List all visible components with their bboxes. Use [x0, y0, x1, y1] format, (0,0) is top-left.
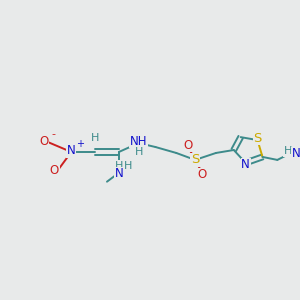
- Text: -: -: [52, 129, 56, 139]
- Text: H: H: [134, 147, 143, 157]
- Text: O: O: [197, 168, 207, 181]
- Text: S: S: [191, 153, 199, 167]
- Text: H: H: [124, 161, 132, 171]
- Text: H: H: [115, 161, 123, 171]
- Text: S: S: [253, 132, 262, 145]
- Text: NH: NH: [130, 135, 147, 148]
- Text: O: O: [39, 135, 48, 148]
- Text: H: H: [284, 146, 292, 156]
- Text: N: N: [67, 145, 76, 158]
- Text: O: O: [50, 164, 59, 177]
- Text: N: N: [115, 167, 123, 180]
- Text: N: N: [241, 158, 250, 171]
- Text: N: N: [292, 148, 300, 160]
- Text: H: H: [91, 133, 99, 143]
- Text: O: O: [184, 139, 193, 152]
- Text: +: +: [76, 139, 84, 149]
